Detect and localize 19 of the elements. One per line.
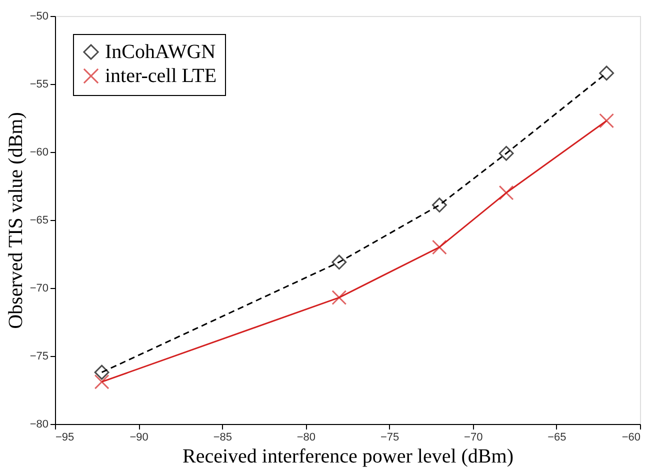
y-tick-label: −50 [30,10,48,22]
x-tick-label: −90 [130,432,148,444]
y-tick-label: −65 [30,214,48,226]
y-tick-label: −60 [30,146,48,158]
y-tick-label: −80 [30,418,48,430]
x-tick-label: −75 [380,432,400,444]
x-tick-label: −85 [213,432,232,444]
legend-label: InCohAWGN [105,41,216,63]
x-tick-label: −70 [464,432,483,444]
y-tick-label: −75 [30,350,48,362]
y-tick-label: −55 [30,78,48,90]
x-tick-label: −95 [56,432,74,444]
y-axis-title: Observed TIS value (dBm) [4,112,27,329]
x-tick-label: −80 [296,432,316,444]
y-tick-label: −70 [30,282,48,294]
x-tick-label: −60 [622,432,640,444]
x-axis-title: Received interference power level (dBm) [182,446,514,468]
x-tick-label: −65 [548,432,566,444]
legend-label: inter-cell LTE [105,65,217,87]
